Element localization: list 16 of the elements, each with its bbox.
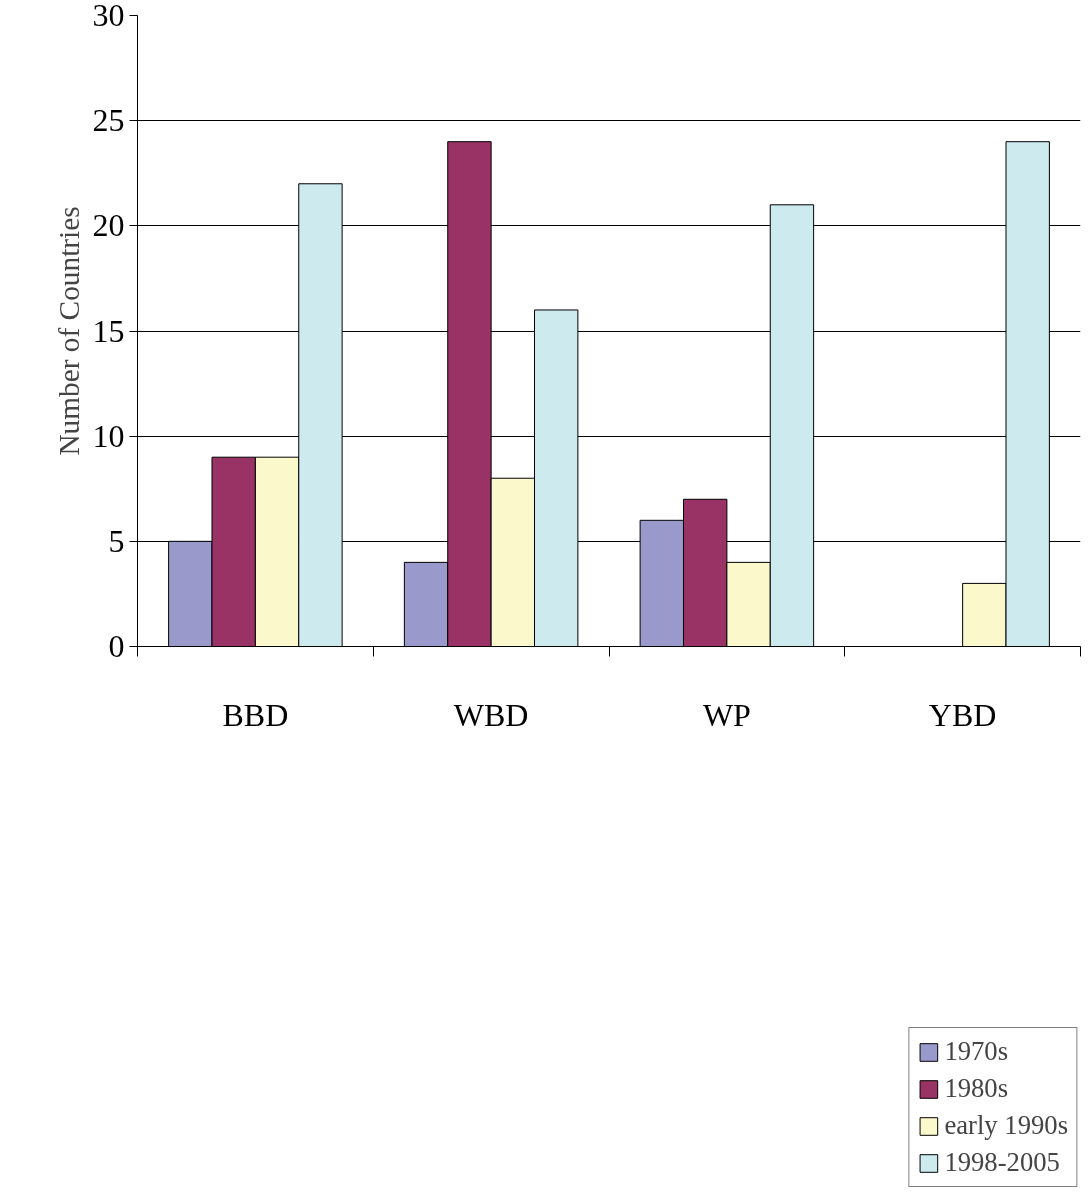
y-tick-label: 5	[108, 522, 125, 559]
legend-label: 1980s	[944, 1073, 1009, 1104]
x-tick-label: YBD	[928, 696, 997, 733]
y-tick-label: 0	[108, 628, 125, 664]
y-tick-label: 10	[92, 417, 125, 454]
x-tick-label: WBD	[453, 696, 529, 733]
x-tick-label: WP	[702, 696, 751, 733]
y-tick-label: 25	[92, 102, 125, 139]
y-axis-title: Number of Countries	[52, 206, 85, 456]
y-tick-label: 30	[92, 0, 125, 33]
legend-label: early 1990s	[944, 1110, 1068, 1141]
y-tick-label: 20	[92, 207, 125, 244]
y-tick-label: 15	[92, 312, 125, 349]
legend-label: 1998-2005	[944, 1147, 1060, 1178]
x-tick-label: BBD	[222, 696, 289, 733]
legend-label: 1970s	[944, 1036, 1009, 1067]
